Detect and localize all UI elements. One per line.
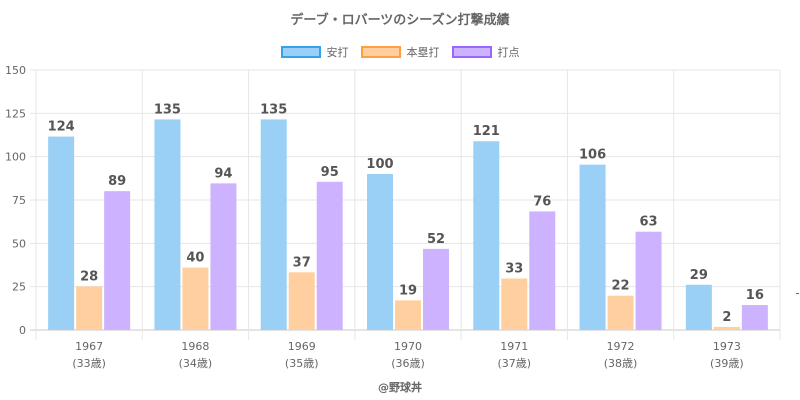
x-tick-label: 1971	[500, 340, 528, 353]
y-tick-label: 50	[12, 237, 26, 250]
data-label: 28	[80, 269, 98, 284]
x-tick-label: 1967	[75, 340, 103, 353]
y-tick-label: 25	[12, 281, 26, 294]
data-label: 121	[473, 124, 500, 139]
legend-swatch-home-runs	[360, 46, 401, 58]
data-label: 22	[612, 279, 630, 294]
bar-安打-1967[interactable]	[48, 136, 75, 330]
legend-label-rbi: 打点	[497, 46, 520, 59]
x-tick-label: 1970	[394, 340, 422, 353]
legend-swatch-rbi	[451, 46, 492, 58]
bar-打点-1967[interactable]	[104, 191, 131, 330]
y-tick-label: 150	[5, 64, 26, 77]
bar-安打-1971[interactable]	[473, 141, 500, 330]
legend-item-home-runs[interactable]: 本塁打	[360, 44, 440, 60]
data-label: 135	[154, 102, 181, 117]
bar-安打-1972[interactable]	[579, 164, 606, 330]
y-tick-label: 100	[5, 151, 26, 164]
bar-打点-1973[interactable]	[741, 305, 768, 330]
data-label: 19	[399, 283, 417, 298]
x-tick-label: 1968	[181, 340, 209, 353]
bar-本塁打-1968[interactable]	[182, 267, 209, 330]
bar-打点-1971[interactable]	[529, 211, 556, 330]
data-label: 89	[108, 174, 126, 189]
data-label: 124	[48, 120, 75, 135]
x-tick-sublabel: (37歳)	[497, 357, 531, 370]
data-label: 16	[746, 288, 764, 303]
data-label: 2	[722, 310, 731, 325]
x-tick-sublabel: (35歳)	[285, 357, 319, 370]
x-tick-sublabel: (38歳)	[604, 357, 638, 370]
x-tick-label: 1969	[288, 340, 316, 353]
x-tick-sublabel: (34歳)	[179, 357, 213, 370]
data-label: 95	[321, 165, 339, 180]
x-tick-sublabel: (36歳)	[391, 357, 425, 370]
bar-打点-1970[interactable]	[423, 248, 449, 330]
bar-安打-1970[interactable]	[367, 174, 393, 330]
bar-打点-1968[interactable]	[210, 183, 237, 330]
data-label: 76	[533, 194, 551, 209]
x-tick-label: 1972	[607, 340, 635, 353]
legend-item-rbi[interactable]: 打点	[451, 44, 520, 60]
y-tick-label: 125	[5, 107, 26, 120]
bar-安打-1968[interactable]	[154, 119, 181, 331]
credit-text: @野球丼	[378, 381, 422, 394]
chart-title: デーブ・ロバーツのシーズン打撃成績	[290, 13, 510, 28]
bar-本塁打-1973[interactable]	[713, 326, 740, 330]
data-label: 63	[640, 215, 658, 230]
data-labels: 1242889135409413537951001952121337610622…	[48, 102, 764, 324]
data-label: 100	[366, 157, 393, 172]
bar-打点-1969[interactable]	[316, 181, 343, 330]
axes: 0 25 50 75 100 125 150 1967 (33歳) 1968 (34歳) 1969 (3…	[5, 64, 744, 370]
bar-本塁打-1971[interactable]	[501, 278, 528, 330]
bar-本塁打-1972[interactable]	[607, 295, 634, 330]
data-label: 37	[293, 255, 311, 270]
bar-安打-1969[interactable]	[260, 119, 287, 331]
x-tick-label: 1973	[713, 340, 741, 353]
y-tick-label: 0	[19, 324, 26, 337]
legend-item-hits[interactable]: 安打	[280, 44, 349, 60]
data-label: 135	[260, 102, 287, 117]
bar-本塁打-1967[interactable]	[76, 286, 103, 330]
data-label: 40	[186, 251, 204, 266]
data-label: 33	[505, 262, 523, 277]
legend-swatch-hits	[280, 46, 321, 58]
data-label: 94	[214, 166, 232, 181]
data-label: 106	[579, 148, 606, 163]
x-tick-sublabel: (39歳)	[710, 357, 744, 370]
bars	[48, 119, 768, 331]
data-label: 29	[690, 268, 708, 283]
legend-label-hits: 安打	[326, 46, 349, 59]
edge-mark	[796, 293, 799, 294]
grid-lines	[30, 69, 781, 340]
bar-安打-1973[interactable]	[685, 284, 712, 330]
bar-本塁打-1970[interactable]	[395, 300, 421, 330]
y-tick-label: 75	[12, 194, 26, 207]
data-label: 52	[427, 232, 445, 247]
legend: 安打 本塁打 打点	[0, 44, 800, 60]
bar-打点-1972[interactable]	[635, 231, 662, 330]
legend-label-home-runs: 本塁打	[406, 46, 440, 59]
bar-本塁打-1969[interactable]	[288, 272, 315, 330]
x-tick-sublabel: (33歳)	[72, 357, 106, 370]
